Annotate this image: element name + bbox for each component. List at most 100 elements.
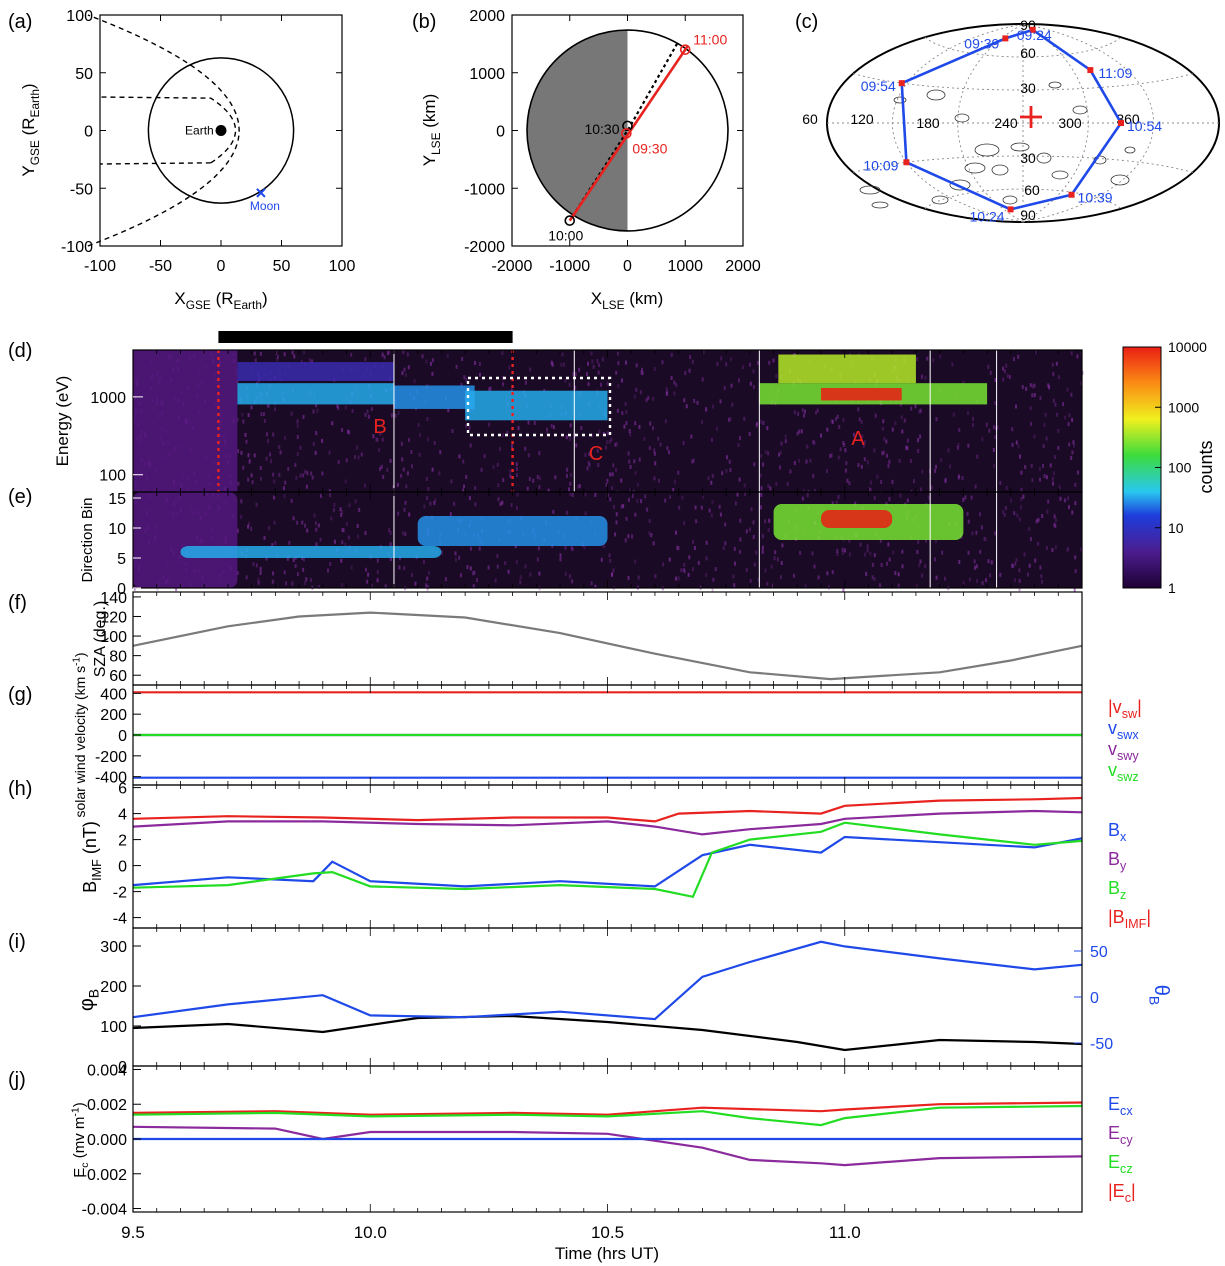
heatmap-noise	[473, 570, 476, 575]
heatmap-noise	[584, 492, 587, 497]
heatmap-noise	[845, 461, 848, 466]
heatmap-noise	[559, 553, 562, 558]
heatmap-noise	[1068, 413, 1071, 418]
heatmap-noise	[962, 497, 965, 502]
heatmap-noise	[803, 413, 806, 418]
heatmap-noise	[835, 416, 838, 421]
heatmap-noise	[919, 487, 922, 492]
heatmap-noise	[634, 512, 637, 517]
heatmap-noise	[357, 455, 360, 460]
moon-orbit	[147, 57, 295, 204]
heatmap-band	[821, 388, 902, 401]
heatmap-noise	[792, 573, 795, 578]
heatmap-noise	[976, 454, 979, 459]
heatmap-noise	[1064, 415, 1067, 420]
heatmap-noise	[987, 364, 990, 369]
x-tick-label: 2000	[725, 258, 761, 275]
series-line	[132, 1104, 1083, 1127]
heatmap-noise	[719, 399, 722, 404]
heatmap-noise	[700, 505, 703, 510]
heatmap-noise	[1070, 455, 1073, 460]
heatmap-noise	[892, 550, 895, 555]
heatmap-noise	[1003, 369, 1006, 374]
heatmap-noise	[562, 362, 565, 367]
heatmap-noise	[648, 531, 651, 536]
contour	[871, 201, 889, 209]
heatmap-noise	[1071, 417, 1074, 422]
heatmap-noise	[525, 380, 528, 385]
heatmap-noise	[440, 550, 443, 555]
heatmap-noise	[1002, 377, 1005, 382]
heatmap-noise	[1039, 477, 1042, 482]
heatmap-noise	[857, 463, 860, 468]
x-axis-label: XLSE (km)	[591, 289, 664, 312]
heatmap-noise	[423, 504, 426, 509]
heatmap-noise	[628, 429, 631, 434]
time-label: 11:00	[693, 32, 727, 48]
heatmap-noise	[317, 523, 320, 528]
heatmap-noise	[865, 571, 868, 576]
heatmap-noise	[406, 352, 409, 357]
heatmap-noise	[260, 412, 263, 417]
heatmap-noise	[519, 575, 522, 580]
heatmap-noise	[507, 569, 510, 574]
heatmap-noise	[725, 455, 728, 460]
heatmap-noise	[526, 486, 529, 491]
heatmap-noise	[401, 371, 404, 376]
heatmap-noise	[354, 499, 357, 504]
heatmap-noise	[588, 452, 591, 457]
heatmap-noise	[836, 414, 839, 419]
heatmap-noise	[1058, 485, 1061, 490]
heatmap-noise	[799, 550, 802, 555]
heatmap-noise	[364, 531, 367, 536]
heatmap-noise	[502, 382, 505, 387]
heatmap-noise	[474, 502, 477, 507]
heatmap-noise	[271, 542, 274, 547]
heatmap-noise	[985, 578, 988, 583]
heatmap-noise	[1054, 518, 1057, 523]
heatmap-noise	[837, 455, 840, 460]
heatmap-noise	[516, 492, 519, 497]
heatmap-noise	[800, 429, 803, 434]
heatmap-noise	[1053, 514, 1056, 519]
heatmap-noise	[611, 485, 614, 490]
heatmap-noise	[340, 512, 343, 517]
heatmap-noise	[914, 404, 917, 409]
heatmap-noise	[427, 585, 430, 590]
heatmap-noise	[451, 429, 454, 434]
heatmap-noise	[290, 411, 293, 416]
heatmap-noise	[408, 512, 411, 517]
heatmap-noise	[564, 545, 567, 550]
heatmap-noise	[299, 473, 302, 478]
heatmap-noise	[682, 567, 685, 572]
heatmap-noise	[454, 557, 457, 562]
heatmap-noise	[759, 473, 762, 478]
heatmap-noise	[661, 360, 664, 365]
heatmap-noise	[431, 358, 434, 363]
heatmap-noise	[641, 367, 644, 372]
heatmap-noise	[1040, 574, 1043, 579]
heatmap-noise	[725, 468, 728, 473]
x-tick-label: 1000	[667, 258, 703, 275]
heatmap-noise	[1018, 454, 1021, 459]
heatmap-noise	[1071, 450, 1074, 455]
heatmap-noise	[624, 538, 627, 543]
heatmap-noise	[1055, 361, 1058, 366]
heatmap-noise	[666, 390, 669, 395]
heatmap-noise	[304, 581, 307, 586]
heatmap-noise	[259, 465, 262, 470]
heatmap-noise	[737, 378, 740, 383]
heatmap-noise	[330, 516, 333, 521]
heatmap-noise	[692, 458, 695, 463]
legend-entry: |Ec|	[1108, 1181, 1136, 1205]
heatmap-noise	[796, 431, 799, 436]
heatmap-noise	[620, 478, 623, 483]
y-axis-label: Energy (eV)	[53, 376, 72, 467]
y-tick-label: -1000	[464, 181, 505, 198]
heatmap-noise	[586, 466, 589, 471]
time-marker	[1087, 67, 1094, 74]
heatmap-noise	[1067, 422, 1070, 427]
heatmap-noise	[981, 437, 984, 442]
heatmap-noise	[981, 581, 984, 586]
